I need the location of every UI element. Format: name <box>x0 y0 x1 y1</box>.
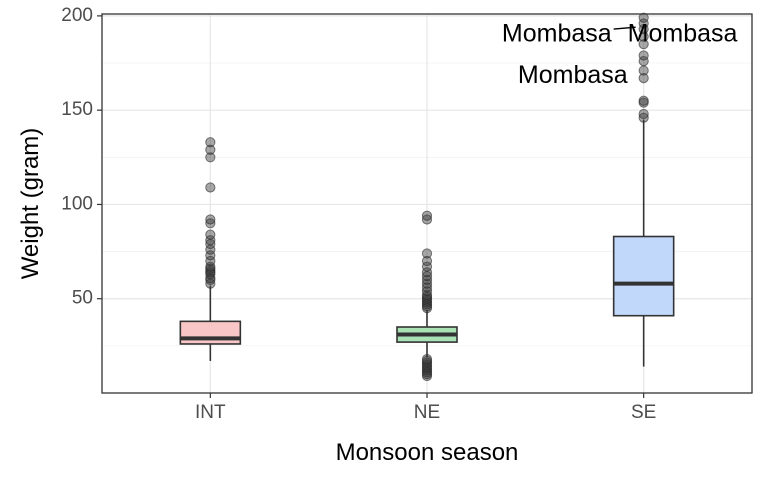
outlier-point <box>421 261 433 272</box>
outlier-point <box>421 278 433 289</box>
outlier-point <box>421 282 433 293</box>
outlier-point <box>638 39 649 50</box>
outlier-point <box>421 274 433 285</box>
outlier-point <box>421 214 433 225</box>
outlier-point <box>638 18 649 29</box>
outlier-point <box>638 95 649 106</box>
outlier-point <box>421 210 433 221</box>
outlier-point <box>205 144 216 155</box>
outlier-point <box>205 255 216 267</box>
annotation-label: Mombasa <box>502 19 612 47</box>
outlier-point <box>205 182 216 193</box>
annotation-label: Mombasa <box>628 19 738 47</box>
outlier-point <box>205 229 216 240</box>
outlier-point <box>421 255 433 267</box>
annotation-label: Mombasa <box>518 61 628 89</box>
y-tick-label: 150 <box>61 99 93 120</box>
outlier-point <box>638 108 649 120</box>
outlier-point <box>638 56 649 67</box>
x-tick-label: NE <box>414 402 440 423</box>
outlier-point <box>638 65 649 76</box>
outlier-point <box>638 50 649 61</box>
outlier-point <box>421 353 433 365</box>
label-connector <box>613 26 636 30</box>
outlier-point <box>421 248 433 259</box>
box-layer <box>179 12 675 382</box>
outlier-point <box>205 214 216 225</box>
outlier-point <box>421 289 433 301</box>
tick-layer: 50 100 150 200 INT NE SE <box>61 5 656 423</box>
y-tick-label: 50 <box>72 288 93 309</box>
outlier-point <box>421 286 433 297</box>
y-axis-title: Weight (gram) <box>17 128 44 280</box>
x-tick-label: INT <box>195 402 226 423</box>
x-axis-title: Monsoon season <box>336 439 519 466</box>
outlier-point <box>638 31 649 42</box>
y-tick-label: 200 <box>61 5 93 26</box>
outlier-point <box>638 112 649 123</box>
outlier-point <box>638 23 649 35</box>
box-se <box>612 12 675 367</box>
outlier-point <box>205 250 216 261</box>
outlier-point <box>205 235 216 246</box>
outlier-point <box>421 267 433 278</box>
outlier-point <box>205 137 216 148</box>
outlier-point <box>638 73 649 84</box>
box-int <box>179 137 242 361</box>
outlier-point <box>205 152 216 163</box>
outlier-point <box>205 261 216 272</box>
x-tick-label: SE <box>631 402 656 423</box>
box-ne <box>396 210 458 382</box>
iqr-box <box>179 320 242 345</box>
iqr-box <box>612 235 675 317</box>
outlier-point <box>638 12 649 23</box>
y-tick-label: 100 <box>61 193 93 214</box>
outlier-point <box>205 218 216 229</box>
